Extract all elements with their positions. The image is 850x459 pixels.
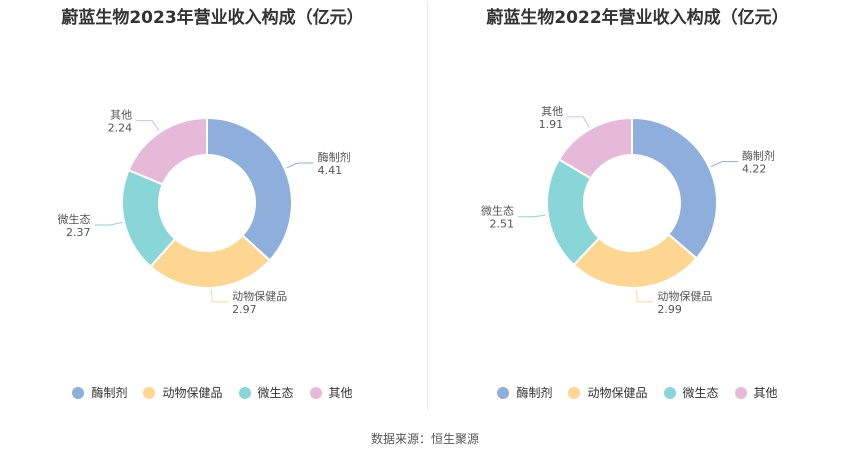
slice-value-label: 2.97 — [232, 303, 257, 316]
slice-value-label: 1.91 — [539, 118, 564, 131]
slice-category-label: 酶制剂 — [742, 149, 775, 163]
slice-other[interactable] — [557, 116, 633, 180]
chart-title: 蔚蓝生物2022年营业收入构成（亿元） — [486, 8, 789, 28]
legend-label: 动物保健品 — [587, 386, 648, 400]
legend-item-probiotics[interactable]: 微生态 — [663, 384, 719, 401]
legend-label: 其他 — [753, 386, 778, 400]
panel-divider — [427, 2, 428, 410]
legend-item-other[interactable]: 其他 — [734, 384, 778, 401]
legend-label: 酶制剂 — [91, 386, 128, 400]
legend-marker — [663, 386, 676, 399]
label-leader-line — [636, 289, 654, 303]
slice-value-label: 2.37 — [66, 226, 91, 239]
label-leader-line — [211, 289, 229, 303]
legend-item-animal-health[interactable]: 动物保健品 — [568, 384, 648, 401]
label-leader-line — [94, 221, 123, 226]
slice-animal-health[interactable] — [149, 233, 272, 289]
slice-enzyme[interactable] — [631, 116, 718, 260]
slice-value-label: 4.22 — [742, 163, 767, 176]
slice-value-label: 2.99 — [657, 303, 682, 316]
slice-other[interactable] — [127, 116, 208, 186]
label-leader-line — [517, 214, 546, 218]
legend-marker — [238, 386, 251, 399]
slice-category-label: 动物保健品 — [232, 289, 287, 303]
legend-item-enzyme[interactable]: 酶制剂 — [72, 384, 127, 401]
slice-category-label: 酶制剂 — [318, 150, 351, 164]
chart-2023: 蔚蓝生物2023年营业收入构成（亿元） 酶制剂 4.41 动物保健品 2.97 微生态 2… — [0, 0, 425, 420]
legend-marker — [72, 386, 85, 399]
legend-label: 其他 — [328, 386, 353, 400]
slice-value-label: 2.51 — [489, 218, 513, 231]
slice-category-label: 其他 — [541, 105, 563, 118]
label-leader-line — [286, 162, 314, 169]
legend: 酶制剂 动物保健品 微生态 其他 — [0, 384, 425, 401]
legend-item-animal-health[interactable]: 动物保健品 — [143, 384, 223, 401]
legend-label: 微生态 — [257, 386, 294, 400]
legend-item-probiotics[interactable]: 微生态 — [238, 384, 294, 401]
label-leader-line — [710, 161, 738, 168]
legend-marker — [497, 386, 510, 399]
slice-category-label: 动物保健品 — [657, 289, 712, 303]
legend-item-other[interactable]: 其他 — [309, 384, 353, 401]
slice-value-label: 2.24 — [108, 122, 133, 135]
legend-label: 动物保健品 — [162, 386, 223, 400]
legend-marker — [309, 386, 322, 399]
slice-enzyme[interactable] — [206, 116, 293, 262]
legend-label: 酶制剂 — [516, 386, 553, 400]
label-leader-line — [136, 120, 160, 131]
legend-item-enzyme[interactable]: 酶制剂 — [497, 384, 552, 401]
chart-title: 蔚蓝生物2023年营业收入构成（亿元） — [61, 8, 364, 28]
chart-2022: 蔚蓝生物2022年营业收入构成（亿元） 酶制剂 4.22 动物保健品 2.99 微生态 2… — [425, 0, 850, 420]
slice-category-label: 微生态 — [57, 212, 90, 226]
legend-marker — [568, 386, 581, 399]
legend-label: 微生态 — [682, 386, 719, 400]
slice-category-label: 微生态 — [481, 204, 514, 218]
label-leader-line — [567, 116, 590, 128]
data-source-note: 数据来源：恒生聚源 — [370, 432, 479, 446]
slice-category-label: 其他 — [110, 109, 132, 122]
legend-marker — [143, 386, 156, 399]
legend: 酶制剂 动物保健品 微生态 其他 — [425, 384, 850, 401]
legend-marker — [734, 386, 747, 399]
slice-value-label: 4.41 — [318, 164, 343, 177]
